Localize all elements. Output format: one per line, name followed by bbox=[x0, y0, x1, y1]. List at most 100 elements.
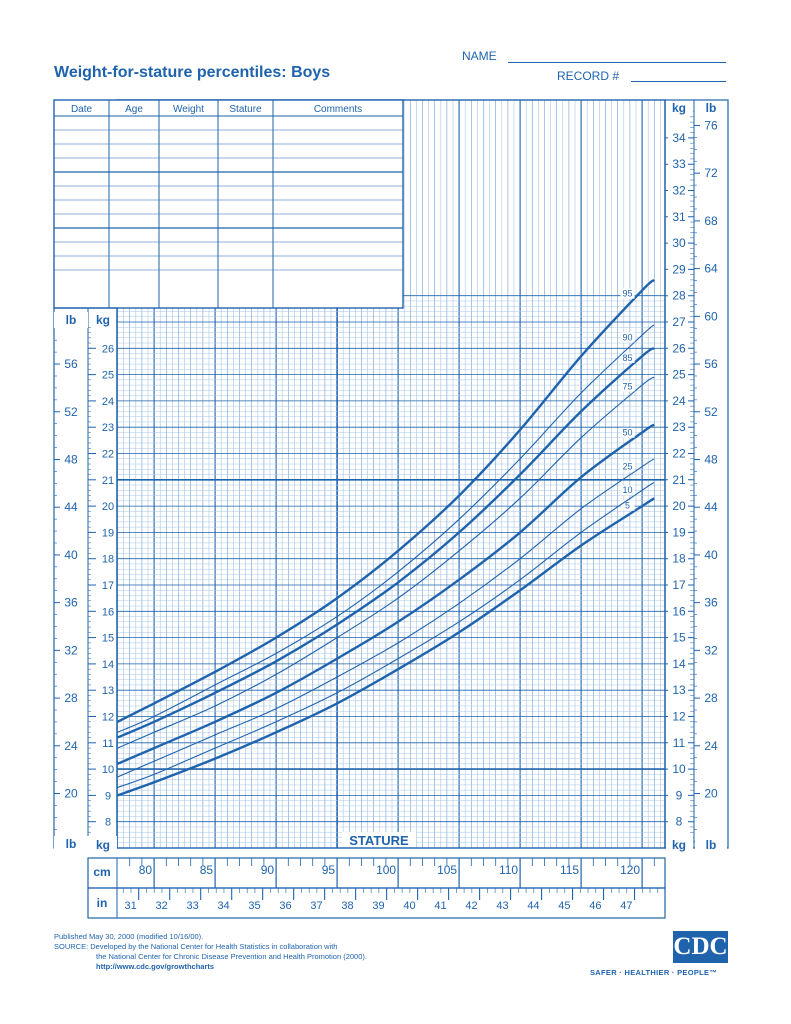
kg-tick-label-right: 29 bbox=[672, 262, 686, 276]
percentile-label-95: 95 bbox=[623, 289, 633, 299]
record-table-column-label: Weight bbox=[173, 104, 204, 115]
percentile-label-10: 10 bbox=[623, 485, 633, 495]
record-table-column-label: Age bbox=[125, 104, 143, 115]
lb-tick-label-right: 48 bbox=[704, 452, 718, 466]
kg-tick-label-right: 20 bbox=[672, 499, 686, 513]
cdc-tagline: SAFER · HEALTHIER · PEOPLE™ bbox=[590, 968, 718, 977]
in-tick-label: 33 bbox=[186, 900, 198, 912]
stature-label-bg bbox=[342, 832, 416, 847]
percentile-curve-95 bbox=[116, 278, 656, 723]
percentile-label-85: 85 bbox=[623, 353, 633, 363]
kg-tick-label-bg-right bbox=[668, 683, 688, 697]
name-field[interactable] bbox=[508, 62, 726, 63]
percentile-label-90: 90 bbox=[623, 332, 633, 342]
kg-tick-label-left: 10 bbox=[102, 764, 114, 776]
kg-tick-label-right: 26 bbox=[672, 341, 686, 355]
lb-unit-label-left-bottom: lb bbox=[66, 837, 77, 851]
kg-tick-label-right: 13 bbox=[672, 683, 686, 697]
cm-tick-label: 90 bbox=[261, 863, 275, 877]
kg-tick-label-right: 16 bbox=[672, 604, 686, 618]
kg-tick-label-right: 21 bbox=[672, 473, 686, 487]
in-unit-label: in bbox=[97, 896, 108, 910]
kg-tick-label-left: 8 bbox=[105, 817, 111, 829]
percentile-label-50: 50 bbox=[623, 428, 633, 438]
kg-tick-label-bg bbox=[97, 446, 115, 460]
kg-unit-label-right-bottom: kg bbox=[672, 838, 686, 852]
kg-tick-label-bg-right bbox=[668, 446, 688, 460]
kg-tick-label-bg bbox=[97, 709, 115, 723]
lb-tick-label-right: 52 bbox=[704, 405, 718, 419]
kg-tick-label-left: 14 bbox=[102, 659, 114, 671]
kg-tick-label-right: 32 bbox=[672, 184, 686, 198]
lb-tick-label-left: 40 bbox=[64, 548, 78, 562]
lb-tick-label-left: 20 bbox=[64, 787, 78, 801]
kg-tick-label-left: 19 bbox=[102, 527, 114, 539]
kg-unit-bg-right-bottom bbox=[666, 836, 693, 852]
percentile-label-bg bbox=[620, 332, 635, 343]
kg-tick-label-left: 12 bbox=[102, 712, 114, 724]
kg-tick-label-right: 25 bbox=[672, 368, 686, 382]
kg-tick-label-left: 13 bbox=[102, 685, 114, 697]
kg-tick-label-bg bbox=[97, 393, 115, 407]
kg-tick-label-bg-right bbox=[668, 499, 688, 513]
kg-tick-label-left: 16 bbox=[102, 606, 114, 618]
lb-tick-label-right: 68 bbox=[704, 214, 718, 228]
kg-tick-label-bg bbox=[97, 788, 115, 802]
kg-tick-label-bg-right bbox=[668, 315, 688, 328]
kg-tick-label-right: 22 bbox=[672, 447, 686, 461]
in-tick-label: 39 bbox=[372, 900, 384, 912]
cdc-logo-mark: CDC bbox=[673, 931, 728, 963]
in-tick-label: 36 bbox=[279, 900, 291, 912]
lb-unit-label-left: lb bbox=[66, 313, 77, 327]
lb-tick-label-left: 28 bbox=[64, 691, 78, 705]
kg-tick-label-right: 30 bbox=[672, 236, 686, 250]
percentile-label-bg bbox=[620, 427, 635, 438]
kg-tick-label-bg bbox=[97, 762, 115, 776]
kg-tick-label-bg-right bbox=[668, 604, 688, 618]
lb-unit-bg-right bbox=[695, 101, 727, 115]
kg-tick-label-left: 23 bbox=[102, 422, 114, 434]
percentile-curve-85 bbox=[117, 347, 655, 739]
footer-url[interactable]: http://www.cdc.gov/growthcharts bbox=[96, 962, 215, 971]
kg-tick-label-right: 31 bbox=[672, 210, 686, 224]
percentile-curve-75 bbox=[117, 376, 655, 749]
kg-tick-label-bg bbox=[97, 735, 115, 749]
kg-tick-label-left: 20 bbox=[102, 501, 114, 513]
percentile-curve-25 bbox=[117, 458, 655, 778]
percentile-label-bg bbox=[620, 352, 635, 363]
in-tick-label: 43 bbox=[496, 900, 508, 912]
lb-unit-label-right: lb bbox=[706, 101, 717, 115]
lb-tick-label-right: 60 bbox=[704, 309, 718, 323]
kg-tick-label-bg-right bbox=[668, 735, 688, 749]
lb-tick-label-right: 72 bbox=[704, 166, 718, 180]
kg-tick-label-bg-right bbox=[668, 236, 688, 250]
record-field[interactable] bbox=[631, 81, 726, 82]
x-axis-label: STATURE bbox=[349, 833, 409, 848]
in-tick-label: 47 bbox=[620, 900, 632, 912]
cm-tick-label: 100 bbox=[376, 863, 396, 877]
percentile-label-bg bbox=[620, 500, 635, 511]
kg-tick-label-right: 19 bbox=[672, 525, 686, 539]
record-table-column-label: Date bbox=[71, 104, 93, 115]
kg-tick-label-left: 18 bbox=[102, 554, 114, 566]
kg-tick-label-bg-right bbox=[668, 288, 688, 302]
footer-published: Published May 30, 2000 (modified 10/16/0… bbox=[54, 932, 204, 941]
kg-tick-label-left: 15 bbox=[102, 633, 114, 645]
in-tick-label: 35 bbox=[248, 900, 260, 912]
in-tick-label: 31 bbox=[124, 900, 136, 912]
kg-tick-label-bg-right bbox=[668, 788, 688, 802]
percentile-curve-10 bbox=[117, 481, 655, 789]
lb-tick-label-right: 36 bbox=[704, 596, 718, 610]
kg-tick-label-bg-right bbox=[668, 393, 688, 407]
in-tick-label: 41 bbox=[434, 900, 446, 912]
percentile-label-75: 75 bbox=[623, 381, 633, 391]
kg-tick-label-bg-right bbox=[668, 525, 688, 539]
record-table: Date Age Weight Stature Comments bbox=[53, 99, 404, 309]
kg-tick-label-right: 24 bbox=[672, 394, 686, 408]
kg-tick-label-bg bbox=[97, 683, 115, 697]
kg-tick-label-bg bbox=[97, 525, 115, 539]
in-tick-label: 42 bbox=[465, 900, 477, 912]
kg-tick-label-right: 27 bbox=[672, 315, 686, 329]
kg-tick-label-bg bbox=[97, 341, 115, 355]
lb-unit-bg-left bbox=[54, 312, 88, 328]
